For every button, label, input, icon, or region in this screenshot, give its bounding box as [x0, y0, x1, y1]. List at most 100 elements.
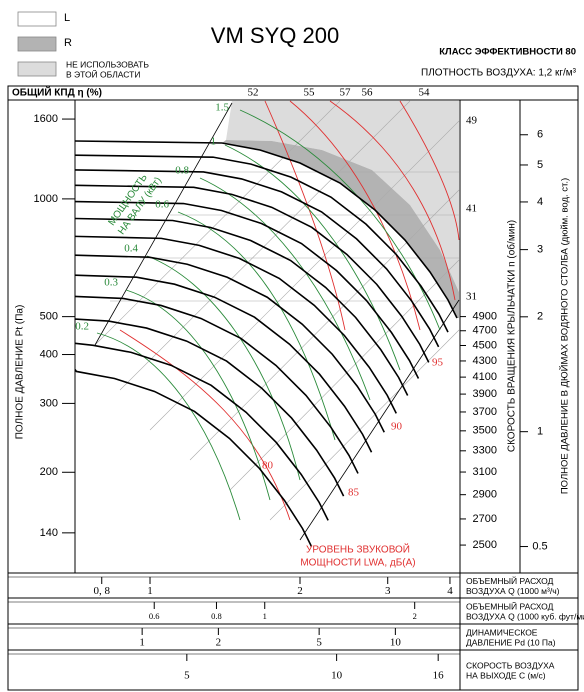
fan-curve	[74, 154, 449, 333]
x-tick-label: 4	[447, 585, 453, 597]
efficiency-curves	[119, 100, 460, 521]
fan-curve	[74, 184, 430, 363]
scale-label: ВОЗДУХА Q (1000 м³/ч)	[466, 586, 560, 596]
y3-tick-label: 3500	[473, 425, 497, 437]
efficiency-side-label: 49	[466, 115, 478, 127]
zone-swatch	[17, 61, 57, 77]
noise-title: МОЩНОСТИ LWA, дБ(А)	[300, 558, 415, 569]
scale-label: ДАВЛЕНИЕ Pd (10 Па)	[466, 637, 556, 647]
power-label: 0.6	[155, 199, 169, 211]
r-zone	[222, 140, 459, 318]
zone-label: L	[64, 12, 70, 24]
y-tick-label: 200	[40, 466, 58, 478]
chart-frame	[7, 85, 579, 691]
zone-swatch	[17, 36, 57, 52]
noise-title: УРОВЕНЬ ЗВУКОВОЙ	[306, 543, 410, 556]
scale-label: НА ВЫХОДЕ C (м/с)	[466, 670, 546, 680]
y3-tick-label: 4700	[473, 325, 497, 337]
y-tick-label: 140	[40, 527, 58, 539]
y-tick-label: 1000	[34, 193, 58, 205]
x-tick-label: 0, 8	[93, 585, 110, 597]
x-tick-label: 5	[184, 670, 190, 682]
fan-curve	[74, 368, 313, 547]
y-tick-label: 400	[40, 348, 58, 360]
noise-label: 90	[391, 421, 403, 433]
power-label: 0.3	[104, 277, 118, 289]
fan-curve	[74, 200, 420, 379]
y3-tick-label: 2500	[473, 539, 497, 551]
scale-label: СКОРОСТЬ ВОЗДУХА	[466, 660, 555, 670]
y3-tick-label: 2900	[473, 489, 497, 501]
x-tick-label: 0.8	[211, 611, 222, 621]
noise-label: 85	[348, 487, 360, 499]
power-label: 0.4	[124, 243, 138, 255]
y-tick-label: 1600	[34, 113, 58, 125]
y3-tick-label: 4100	[473, 371, 497, 383]
y3-tick-label: 4300	[473, 355, 497, 367]
x-tick-label: 5	[316, 637, 322, 649]
noise-label: 80	[262, 460, 274, 472]
fan-curve	[74, 274, 373, 453]
y3-tick-label: 3300	[473, 445, 497, 457]
x-tick-label: 3	[385, 585, 391, 597]
efficiency-class: КЛАСС ЭФФЕКТИВНОСТИ 80	[439, 47, 576, 58]
efficiency-tick: 54	[419, 87, 431, 99]
chart-title: VM SYQ 200	[211, 23, 339, 48]
y2-tick-label: 3	[537, 244, 543, 256]
y3-tick-label: 2700	[473, 513, 497, 525]
y2-axis-title: ПОЛНОЕ ДАВЛЕНИЕ В ДЮЙМАХ ВОДЯНОГО СТОЛБА…	[559, 178, 571, 494]
x-tick-label: 1	[139, 637, 145, 649]
scale-label: ОБЪЕМНЫЙ РАСХОД	[466, 600, 554, 611]
efficiency-tick: 52	[248, 87, 259, 99]
zone-label: R	[64, 37, 72, 49]
zone-swatch	[17, 11, 57, 27]
fan-curve	[74, 235, 397, 414]
noise-label: 95	[432, 357, 444, 369]
power-label: 0.8	[175, 165, 189, 177]
x-tick-label: 2	[216, 637, 222, 649]
x-tick-label: 10	[390, 637, 402, 649]
scale-label: ОБЪЕМНЫЙ РАСХОД	[466, 575, 554, 586]
fan-curve	[74, 342, 329, 521]
y2-tick-label: 0.5	[532, 540, 547, 552]
y2-tick-label: 4	[537, 196, 543, 208]
fan-curve	[74, 295, 359, 474]
y3-tick-label: 4900	[473, 311, 497, 323]
x-tick-label: 2	[297, 585, 303, 597]
power-label: 1	[211, 136, 217, 148]
fan-curve	[74, 140, 458, 319]
scale-label: ВОЗДУХА Q (1000 куб. фут/мин)	[466, 611, 584, 621]
fan-curve	[74, 318, 345, 497]
y2-tick-label: 6	[537, 129, 543, 141]
fan-curve	[74, 169, 440, 348]
power-label: 0.2	[75, 321, 89, 333]
y3-tick-label: 3900	[473, 388, 497, 400]
zone-label: В ЭТОЙ ОБЛАСТИ	[66, 68, 140, 79]
x-tick-label: 1	[147, 585, 153, 597]
y-axis-title: ПОЛНОЕ ДАВЛЕНИЕ Pt (Па)	[15, 305, 26, 440]
power-label: 1.5	[215, 102, 229, 114]
scale-label: ДИНАМИЧЕСКОЕ	[466, 627, 538, 637]
fan-curve	[74, 217, 409, 396]
efficiency-side-label: 41	[466, 203, 477, 215]
fan-curve	[74, 254, 385, 433]
system-lines	[94, 100, 460, 521]
efficiency-side-label: 31	[466, 291, 477, 303]
efficiency-label: ОБЩИЙ КПД η (%)	[12, 86, 102, 99]
zone-label: НЕ ИСПОЛЬЗОВАТЬ	[66, 59, 149, 69]
y3-tick-label: 3100	[473, 466, 497, 478]
y3-tick-label: 3700	[473, 406, 497, 418]
efficiency-tick: 56	[362, 87, 374, 99]
y2-tick-label: 1	[537, 426, 543, 438]
efficiency-tick: 55	[304, 87, 316, 99]
y2-tick-label: 2	[537, 311, 543, 323]
y2-tick-label: 5	[537, 159, 543, 171]
unusable-zone	[226, 101, 459, 292]
y-tick-label: 500	[40, 311, 58, 323]
y3-axis-title: СКОРОСТЬ ВРАЩЕНИЯ КРЫЛЬЧАТКИ n (об/мин)	[506, 220, 518, 452]
air-density: ПЛОТНОСТЬ ВОЗДУХА: 1,2 кг/м³	[421, 68, 577, 79]
x-tick-label: 2	[413, 611, 417, 621]
y-tick-label: 300	[40, 397, 58, 409]
x-tick-label: 16	[433, 670, 445, 682]
